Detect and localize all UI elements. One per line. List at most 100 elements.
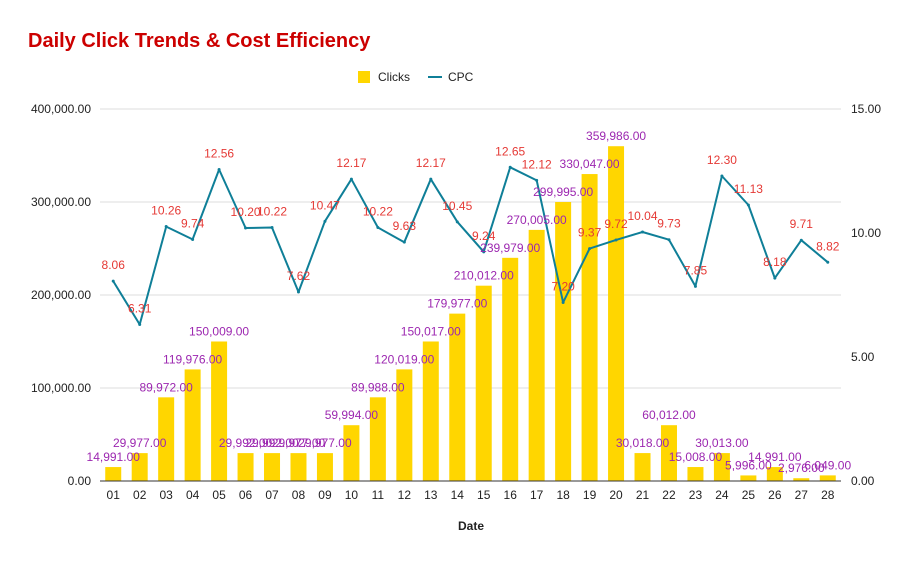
line-data-label: 12.17: [336, 156, 366, 170]
x-tick-label: 03: [159, 488, 173, 502]
bar-clicks: [660, 425, 677, 481]
bar-clicks: [264, 453, 281, 481]
x-tick-label: 04: [186, 488, 200, 502]
chart-title: Daily Click Trends & Cost Efficiency: [28, 30, 371, 52]
point-cpc: [588, 247, 592, 251]
line-data-label: 6.31: [128, 302, 152, 316]
x-tick-label: 19: [583, 488, 597, 502]
bar-data-label: 299,995.00: [533, 185, 593, 199]
bar-clicks: [290, 453, 307, 481]
label-layer: 14,991.0029,977.0089,972.00119,976.00150…: [87, 129, 852, 475]
x-tick-label: 17: [530, 488, 544, 502]
point-cpc: [641, 230, 645, 234]
point-cpc: [720, 174, 724, 178]
x-tick-label: 02: [133, 488, 147, 502]
x-tick-label: 05: [212, 488, 226, 502]
bar-clicks: [369, 397, 386, 481]
x-tick-label: 18: [556, 488, 570, 502]
x-tick-label: 22: [662, 488, 676, 502]
bar-data-label: 30,018.00: [616, 436, 670, 450]
bar-clicks: [819, 475, 836, 481]
x-tick-label: 15: [477, 488, 491, 502]
line-data-label: 7.85: [684, 263, 708, 277]
x-axis-title: Date: [458, 519, 484, 533]
line-data-label: 10.45: [442, 199, 472, 213]
x-tick-label: 28: [821, 488, 835, 502]
bar-data-label: 29,992.00: [219, 436, 273, 450]
point-cpc: [614, 238, 618, 242]
point-cpc: [111, 279, 115, 283]
point-cpc: [296, 290, 300, 294]
bar-clicks: [581, 174, 598, 482]
x-tick-label: 09: [318, 488, 332, 502]
x-tick-label: 16: [504, 488, 518, 502]
x-tick-label: 07: [265, 488, 279, 502]
bar-data-label: 89,988.00: [351, 380, 405, 394]
point-cpc: [799, 238, 803, 242]
bar-data-label: 179,977.00: [427, 297, 487, 311]
point-cpc: [402, 240, 406, 244]
bar-clicks: [608, 146, 625, 481]
x-tick-label: 08: [292, 488, 306, 502]
point-cpc: [508, 165, 512, 169]
legend-label-cpc: CPC: [448, 70, 474, 84]
bar-clicks: [184, 369, 201, 481]
bar-data-label: 359,986.00: [586, 129, 646, 143]
bar-clicks: [237, 453, 254, 481]
line-data-label: 8.06: [102, 258, 126, 272]
point-cpc: [270, 226, 274, 230]
bar-layer: [105, 146, 836, 482]
line-layer: [111, 165, 830, 327]
bar-clicks: [634, 453, 651, 481]
bar-data-label: 29,977.00: [298, 436, 352, 450]
point-cpc: [773, 276, 777, 280]
x-tick-label: 14: [451, 488, 465, 502]
bar-clicks: [316, 453, 333, 481]
line-data-label: 9.24: [472, 229, 496, 243]
bar-data-label: 2,976.00: [778, 461, 825, 475]
x-tick-label: 10: [345, 488, 359, 502]
x-tick-label: 06: [239, 488, 253, 502]
bar-clicks: [766, 467, 783, 481]
line-cpc: [112, 166, 829, 326]
line-data-label: 9.72: [604, 217, 628, 231]
point-cpc: [693, 284, 697, 288]
point-cpc: [191, 237, 195, 241]
y-tick-label: 200,000.00: [31, 288, 91, 302]
bar-clicks: [502, 257, 519, 481]
point-cpc: [826, 260, 830, 264]
point-cpc: [535, 178, 539, 182]
line-data-label: 12.17: [416, 156, 446, 170]
bar-data-label: 29,977.00: [113, 436, 167, 450]
x-tick-label: 21: [636, 488, 650, 502]
point-cpc: [138, 323, 142, 327]
line-data-label: 10.04: [628, 209, 658, 223]
bar-clicks: [740, 475, 757, 481]
line-data-label: 12.65: [495, 144, 525, 158]
x-tick-label: 26: [768, 488, 782, 502]
point-cpc: [217, 168, 221, 172]
line-data-label: 8.18: [763, 255, 787, 269]
point-cpc: [349, 177, 353, 181]
bar-data-label: 15,008.00: [669, 450, 723, 464]
point-cpc: [244, 226, 248, 230]
bar-clicks: [475, 285, 492, 481]
bar-clicks: [343, 425, 360, 481]
point-cpc: [482, 250, 486, 254]
x-tick-label: 25: [742, 488, 756, 502]
x-tick-label: 23: [689, 488, 703, 502]
bar-clicks: [422, 341, 439, 481]
axis-layer: 0.00 100,000.00 200,000.00 300,000.00 400,00…: [31, 102, 881, 502]
point-cpc: [376, 226, 380, 230]
point-cpc: [561, 300, 565, 304]
bar-data-label: 120,019.00: [374, 352, 434, 366]
bar-data-label: 59,994.00: [325, 408, 379, 422]
point-cpc: [429, 177, 433, 181]
bar-data-label: 210,012.00: [454, 269, 514, 283]
bar-clicks: [793, 478, 810, 481]
line-data-label: 12.30: [707, 153, 737, 167]
line-data-label: 12.12: [522, 157, 552, 171]
bar-clicks: [449, 313, 466, 481]
x-tick-label: 12: [398, 488, 412, 502]
